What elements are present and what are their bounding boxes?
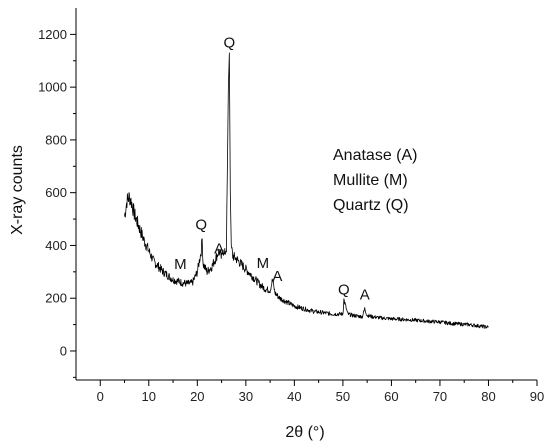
x-tick-label: 60 [384, 389, 398, 404]
x-tick-label: 10 [142, 389, 156, 404]
x-tick-label: 40 [287, 389, 301, 404]
x-tick-label: 90 [530, 389, 544, 404]
y-tick-label: 0 [60, 343, 67, 358]
x-tick-label: 80 [481, 389, 495, 404]
x-tick-label: 0 [97, 389, 104, 404]
legend-item-quartz: Quartz (Q) [333, 197, 409, 214]
x-tick-label: 20 [190, 389, 204, 404]
x-tick-label: 50 [336, 389, 350, 404]
peak-label: A [272, 268, 282, 285]
y-tick-label: 400 [45, 238, 67, 253]
peak-label: Q [338, 281, 350, 298]
legend-item-anatase: Anatase (A) [333, 147, 417, 164]
legend: Anatase (A) Mullite (M) Quartz (Q) [333, 147, 417, 214]
peak-label: Q [195, 217, 207, 234]
x-tick-label: 30 [239, 389, 253, 404]
peak-label: M [257, 255, 270, 272]
legend-item-mullite: Mullite (M) [333, 172, 408, 189]
x-axis-title: 2θ (°) [285, 424, 324, 441]
y-tick-label: 1000 [38, 80, 67, 95]
x-tick-label: 70 [433, 389, 447, 404]
series-line [124, 52, 489, 329]
y-tick-label: 600 [45, 185, 67, 200]
peak-label: M [174, 256, 187, 273]
axes [75, 8, 537, 381]
series-group [124, 52, 489, 329]
y-tick-label: 1200 [38, 27, 67, 42]
peak-label: A [214, 240, 224, 257]
y-axis-title: X-ray counts [9, 145, 26, 235]
peak-label: A [360, 287, 370, 304]
ticks: 0 10 20 30 40 50 60 70 80 90 0 200 400 600 800 1000 1200 [38, 27, 544, 404]
peak-label: Q [224, 35, 236, 52]
y-tick-label: 800 [45, 132, 67, 147]
y-tick-label: 200 [45, 291, 67, 306]
